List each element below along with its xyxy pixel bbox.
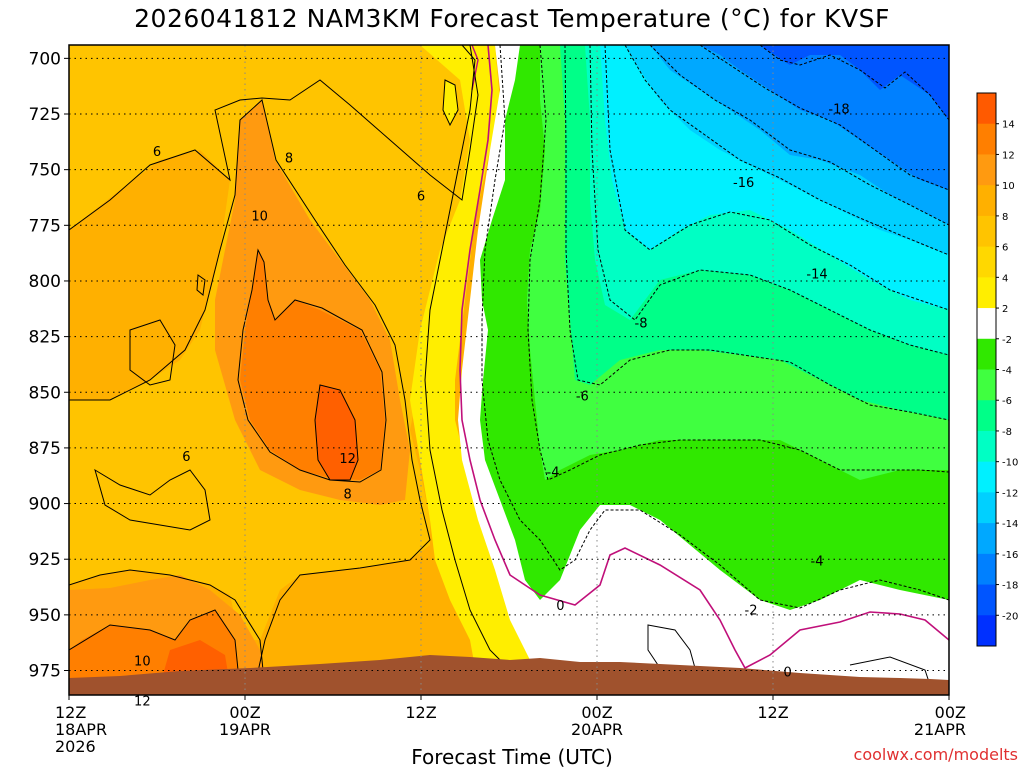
colorbar-swatch	[977, 523, 996, 555]
contour-label: 6	[417, 189, 425, 204]
y-tick-label: 725	[29, 105, 61, 125]
contour-label: -8	[635, 316, 648, 331]
x-tick-label: 19APR	[219, 720, 271, 739]
colorbar-label: 4	[1002, 273, 1008, 284]
colorbar-swatch	[977, 246, 996, 278]
y-tick-label: 975	[29, 662, 61, 682]
colorbar-label: 10	[1002, 181, 1015, 192]
colorbar-swatch	[977, 93, 996, 125]
plot-frame	[68, 44, 950, 696]
colorbar-label: 2	[1002, 304, 1008, 315]
x-tick-label: 20APR	[571, 720, 623, 739]
contour-label: -2	[745, 603, 758, 618]
colorbar-swatch	[977, 277, 996, 309]
x-tick-label: 18APR	[55, 720, 107, 739]
terrain-ground	[69, 655, 949, 695]
contour-label: -14	[806, 267, 827, 282]
colorbar-label: -4	[1002, 366, 1012, 377]
y-tick-label: 850	[29, 383, 61, 403]
y-tick-label: 950	[29, 606, 61, 626]
colorbar-swatch	[977, 123, 996, 155]
zero-isotherm	[459, 45, 949, 670]
negative-contours	[481, 45, 949, 609]
y-tick-label: 800	[29, 272, 61, 292]
y-tick-label: 875	[29, 439, 61, 459]
contour-label: -4	[547, 465, 560, 480]
colorbar-swatch	[977, 154, 996, 186]
contour-label: -16	[733, 176, 754, 191]
contour-label: 0	[784, 666, 792, 681]
colorbar-swatch	[977, 308, 996, 340]
colorbar-swatch	[977, 215, 996, 248]
colorbar-label: -14	[1002, 519, 1018, 530]
y-tick-label: 925	[29, 550, 61, 570]
colorbar-swatch	[977, 430, 996, 463]
x-tick-label: 2026	[55, 737, 96, 756]
colorbar-label: 8	[1002, 212, 1008, 223]
contour-label: 8	[285, 152, 293, 167]
x-axis-label: Forecast Time (UTC)	[411, 745, 613, 769]
contour-label: 12	[339, 452, 356, 467]
colorbar-label: -12	[1002, 488, 1018, 499]
credit-link[interactable]: coolwx.com/modelts	[853, 745, 1018, 764]
contour-label: 6	[182, 450, 190, 465]
colorbar-label: -20	[1002, 611, 1018, 622]
contour-label: 6	[153, 145, 161, 160]
colorbar-label: -18	[1002, 581, 1018, 592]
colorbar-swatch	[977, 185, 996, 217]
colorbar-swatch	[977, 400, 996, 432]
colorbar-label: 6	[1002, 243, 1008, 254]
colorbar-label: -10	[1002, 458, 1018, 469]
x-tick-label: 12Z	[757, 703, 788, 722]
colorbar-label: -16	[1002, 550, 1018, 561]
positive-contours	[69, 45, 931, 691]
y-tick-label: 825	[29, 328, 61, 348]
colorbar-label: -8	[1002, 427, 1012, 438]
region-neg18-neg20	[760, 45, 949, 120]
chart-title: 2026041812 NAM3KM Forecast Temperature (…	[134, 4, 890, 33]
contour-label: 10	[251, 209, 268, 224]
x-tick-label: 00Z	[229, 703, 260, 722]
colorbar-label: -6	[1002, 396, 1012, 407]
colorbar-label: 12	[1002, 150, 1015, 161]
colorbar-swatch	[977, 338, 996, 370]
x-tick-label: 00Z	[581, 703, 612, 722]
colorbar-label: 14	[1002, 120, 1015, 131]
contour-label: 12	[134, 695, 151, 710]
colorbar-swatch	[977, 553, 996, 586]
colorbar-swatch	[977, 615, 996, 647]
contour-label: -4	[811, 554, 824, 569]
colorbar-swatch	[977, 369, 996, 401]
colorbar: 14 12 10 8 6 4 2 -2 -4 -6 -8 -10 -12 -14 -16 -18 -20	[976, 92, 1018, 647]
x-tick-label: 12Z	[55, 703, 86, 722]
contour-label: 10	[134, 655, 151, 670]
temperature-field	[69, 45, 949, 695]
contour-label: 0	[556, 599, 564, 614]
y-tick-label: 750	[29, 161, 61, 181]
contour-label: 8	[344, 488, 352, 503]
colorbar-swatch	[977, 461, 996, 493]
colorbar-swatch	[977, 492, 996, 524]
y-tick-label: 775	[29, 216, 61, 236]
y-axis: 700 725 750 775 800 825 850 875 900 925 950 975	[29, 49, 69, 682]
region-4-6-b	[300, 45, 490, 200]
x-tick-label: 21APR	[914, 720, 966, 739]
zero-isotherm-2	[471, 45, 479, 91]
y-tick-label: 900	[29, 495, 61, 515]
colorbar-swatch	[977, 584, 996, 616]
y-tick-label: 700	[29, 49, 61, 69]
grid	[69, 45, 949, 695]
contour-label: -6	[576, 390, 589, 405]
colorbar-label: -2	[1002, 335, 1012, 346]
x-tick-label: 00Z	[935, 703, 966, 722]
contour-label: -18	[828, 103, 849, 118]
region-12-14	[315, 385, 358, 480]
x-tick-label: 12Z	[405, 703, 436, 722]
contour-labels: 6 8 10 6 12 8 6 10 12 0 -4 -6 -8 -2 -4 -14 -16 -18 0	[134, 103, 850, 710]
